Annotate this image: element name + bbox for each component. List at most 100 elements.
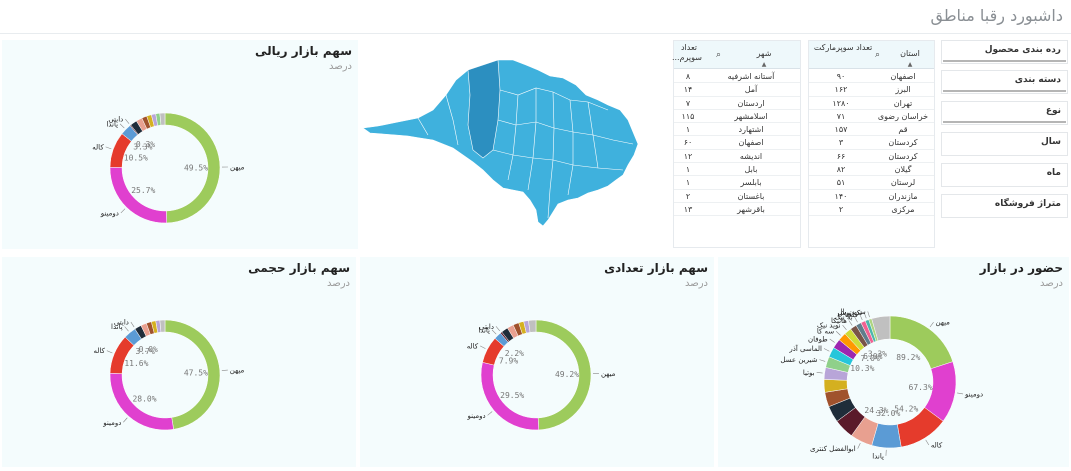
slice-label: ابوالفضل کنتری [810,445,856,453]
top-bar: داشبورد رقبا مناطق [0,0,1071,34]
leader-line [835,331,841,336]
slicer-category[interactable]: دسته بندی [941,70,1068,94]
city-name-header[interactable]: شهر ▲ [729,49,799,70]
donut-slice[interactable] [159,112,166,126]
row-count: ۱ [685,178,691,188]
leader-line [120,208,126,214]
slice-percent-label: 3.3% [133,142,152,151]
table-row[interactable]: ۵۱ لرستان [809,176,934,190]
row-count: ۱۴ [683,85,693,95]
table-row[interactable]: ۲ مرکزی [809,203,934,217]
leader-line [823,348,830,352]
slice-label: سه کا [817,328,834,336]
table-row[interactable]: ۲ باغستان [674,190,800,203]
donut-slice[interactable] [159,319,166,333]
city-name-header-label: شهر [756,49,772,58]
table-row[interactable]: ۱ بابل [674,163,800,177]
table-row[interactable]: ۸ آستانه اشرفیه [674,70,800,84]
table-row[interactable]: ۸۲ گیلان [809,163,934,177]
leader-line [859,314,863,321]
slicer-product-rank[interactable]: رده بندی محصول [941,40,1068,64]
sort-up-icon[interactable]: ▲ [761,61,767,68]
map-district-lines [417,87,634,219]
row-count: ۷۱ [836,111,846,121]
slicer-month[interactable]: ماه [941,163,1068,187]
donut-slice[interactable] [871,315,891,342]
row-count: ۲ [685,191,691,201]
search-icon[interactable]: ⌕ [716,50,722,60]
map-region-outline[interactable] [362,59,639,227]
slice-percent-label: 2.2% [505,349,524,358]
rial-share-panel: سهم بازار ریالی درصد میهن دومینو کاله پاندا… [2,40,358,249]
table-row[interactable]: ۶۰ اصفهان [674,136,800,150]
table-row[interactable]: ۱۴۰ مازندران [809,190,934,203]
row-count: ۱۱۵ [681,111,695,121]
table-row[interactable]: ۱ اشتهارد [674,123,800,137]
province-name-header[interactable]: استان ▲ [885,49,935,70]
table-row[interactable]: ۱۴ آمل [674,83,800,97]
slice-label: الماسی آذر [788,344,822,353]
table-row[interactable]: ۱۵۷ قم [809,123,934,137]
slice-label: میهن [230,367,245,375]
table-row[interactable]: ۶۶ کردستان [809,150,934,164]
city-table[interactable]: تعداد سوپرم... ⌕ شهر ▲ ۸ آستانه اشرفیه ۱۴ آ… [671,40,801,248]
slicer-label: سال [1040,137,1061,147]
leader-line [929,321,934,328]
slice-percent-label: 25.7% [131,186,155,195]
presence-donut-chart[interactable]: میهن دومینو کاله پاندا ابوالفضل کنتری بوتیا شی… [718,257,1069,467]
leader-line [829,338,835,343]
table-row[interactable]: ۱ بابلسر [674,176,800,190]
slice-percent-label: 24.3% [864,406,888,415]
row-count: ۶۶ [836,151,846,161]
table-row[interactable]: ۱۶۲ البرز [809,83,934,97]
slice-percent-label: 29.5% [500,391,524,400]
province-table-rows: ۹۰ اصفهان ۱۶۲ البرز ۱۲۸۰ تهران ۷۱ خراسان رضوی ۱۵… [809,70,934,217]
row-count: ۹۰ [836,72,846,81]
table-row[interactable]: ۱۱۵ اسلامشهر [674,110,800,124]
slicer-label: نوع [1045,106,1061,116]
row-name: بابل [744,165,758,175]
slice-label: کاله [467,342,479,350]
slice-label: دایتی [108,116,123,124]
city-count-header[interactable]: تعداد سوپرم... [671,43,702,62]
province-table[interactable]: تعداد سوپرمارکت ⌕ استان ▲ ۹۰ اصفهان ۱۶۲ الب… [808,40,935,248]
leader-line [479,345,486,349]
row-name: بابلسر [740,178,762,188]
slice-percent-label: 89.2% [896,353,920,362]
map-panel[interactable] [358,40,663,246]
row-count: ۱ [685,125,691,135]
search-icon[interactable]: ⌕ [875,50,881,60]
table-row[interactable]: ۹۰ اصفهان [809,70,934,84]
slice-percent-label: 67.3% [909,383,933,392]
table-row[interactable]: ۱۳ باقرشهر [674,203,800,217]
slicer-bar [943,121,1066,123]
slicer-label: متراژ فروشگاه [994,199,1061,209]
donut-slice[interactable] [109,336,135,374]
slicer-store-size[interactable]: متراژ فروشگاه [941,194,1068,218]
province-count-header[interactable]: تعداد سوپرمارکت [813,43,873,52]
slice-label: هانیکا [831,317,847,325]
donut-slice[interactable] [528,319,537,333]
slicer-label: ماه [1046,168,1061,178]
panel-title: سهم بازار تعدادی [604,261,708,275]
table-row[interactable]: ۳ کردستان [809,136,934,150]
row-name: اصفهان [738,138,764,148]
slice-label: پاندا [111,323,123,331]
slicer-type[interactable]: نوع [941,101,1068,125]
table-row[interactable]: ۷۱ خراسان رضوی [809,110,934,124]
tehran-map[interactable] [358,40,663,246]
row-count: ۸۲ [836,165,846,175]
row-name: قم [898,125,908,135]
slice-percent-label: 10.5% [124,154,148,163]
table-row[interactable]: ۱۲ اندیشه [674,150,800,164]
sort-up-icon[interactable]: ▲ [907,61,913,68]
slice-percent-label: 32.0% [876,409,900,418]
slicer-year[interactable]: سال [941,132,1068,156]
row-count: ۲ [838,204,844,214]
table-row[interactable]: ۷ اردستان [674,97,800,110]
table-row[interactable]: ۱۲۸۰ تهران [809,97,934,110]
panel-subtitle: درصد [684,278,708,289]
